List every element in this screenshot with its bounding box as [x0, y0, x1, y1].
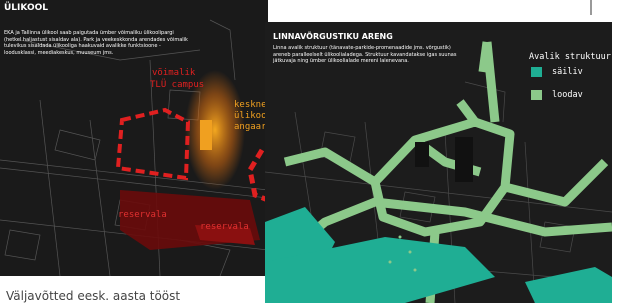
campus-label: võimalik — [152, 68, 195, 78]
left-text: EKA ja Tallinna ülikool saab paigutada ü… — [4, 30, 189, 56]
page: ÜLIKOOL EKA ja Tallinna ülikool saab pai… — [0, 0, 628, 303]
reserve-label: reservala — [200, 222, 249, 232]
right-title: LINNAVÕRGUSTIKU ARENG — [273, 32, 393, 41]
reserve-label: reservala — [118, 210, 167, 220]
left-map: ÜLIKOOL EKA ja Tallinna ülikool saab pai… — [0, 0, 268, 276]
right-text: Linna avalik struktuur (tänavate-parkide… — [273, 45, 463, 65]
campus-label: TLÜ campus — [150, 80, 204, 90]
hangar-label: ülikoo — [234, 111, 267, 121]
hangar-label: keskne — [234, 100, 267, 110]
right-map: LINNAVÕRGUSTIKU ARENG Linna avalik struk… — [265, 22, 612, 303]
legend-item: loodav — [552, 90, 583, 100]
legend-item: säiliv — [552, 67, 583, 77]
legend-title: Avalik struktuur — [529, 52, 611, 62]
hangar-label: angaar — [234, 122, 267, 132]
left-title: ÜLIKOOL — [4, 3, 48, 13]
caption: Väljavõtted eesk. aasta tööst — [6, 289, 180, 303]
